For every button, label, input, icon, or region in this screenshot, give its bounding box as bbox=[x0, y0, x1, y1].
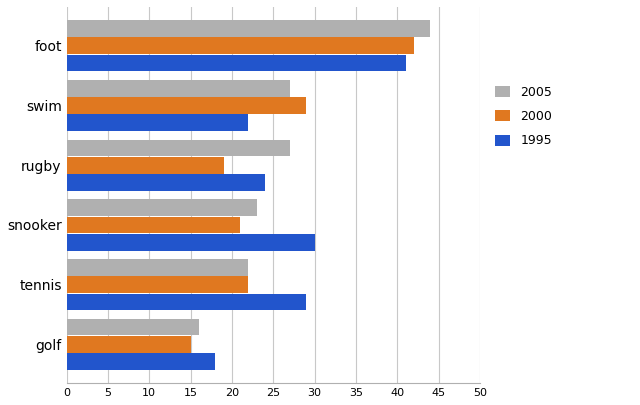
Bar bbox=[67, 336, 191, 353]
Bar bbox=[67, 353, 216, 370]
Bar bbox=[67, 199, 257, 216]
Bar bbox=[67, 234, 315, 251]
Bar bbox=[67, 140, 290, 156]
Bar bbox=[67, 157, 223, 174]
Bar bbox=[67, 55, 406, 71]
Bar bbox=[67, 37, 414, 54]
Bar bbox=[67, 115, 248, 131]
Bar bbox=[67, 276, 248, 293]
Bar bbox=[67, 174, 265, 191]
Bar bbox=[67, 259, 248, 276]
Bar bbox=[67, 319, 199, 335]
Bar bbox=[67, 80, 290, 96]
Bar bbox=[67, 97, 307, 114]
Bar bbox=[67, 217, 240, 233]
Bar bbox=[67, 294, 307, 310]
Bar bbox=[67, 20, 430, 37]
Legend: 2005, 2000, 1995: 2005, 2000, 1995 bbox=[490, 81, 557, 152]
